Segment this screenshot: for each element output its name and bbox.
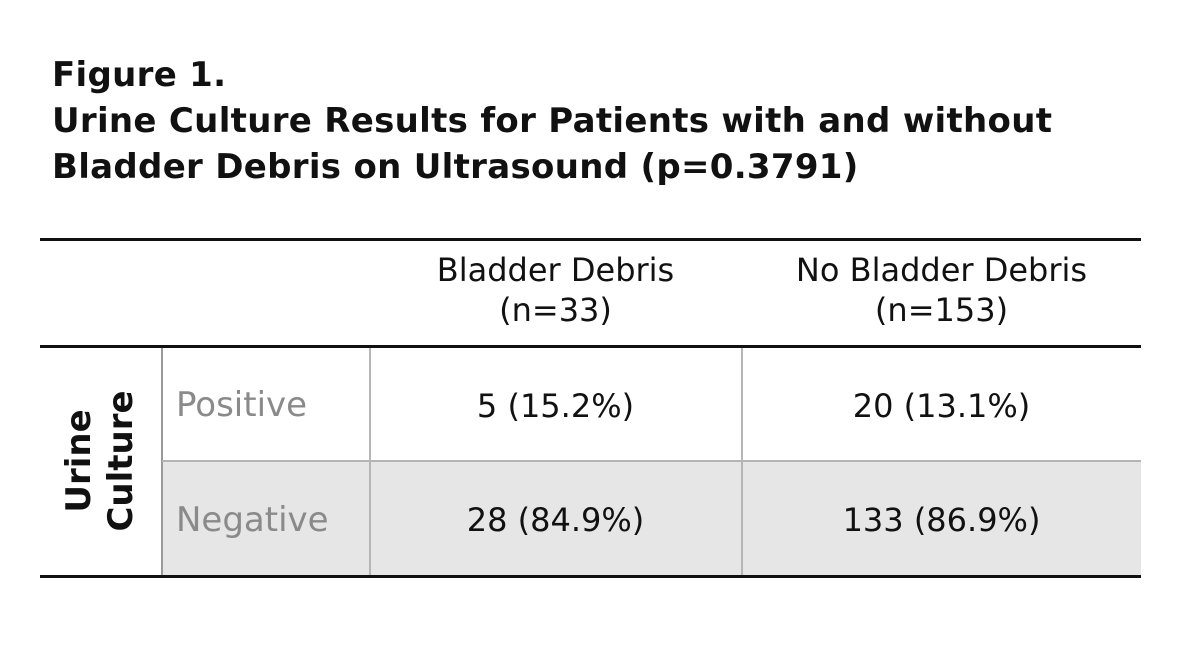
cell-positive-no-bladder-debris: 20 (13.1%) — [852, 387, 1031, 425]
column-header-n: (n=33) — [499, 291, 612, 329]
table-top-rule — [40, 238, 1141, 241]
cell-negative-no-bladder-debris: 133 (86.9%) — [842, 501, 1041, 539]
table-header-rule — [40, 345, 1141, 348]
cell-negative-bladder-debris: 28 (84.9%) — [466, 501, 645, 539]
figure-label: Figure 1. — [52, 55, 227, 95]
row-group-label-line-1: Urine — [59, 409, 99, 513]
column-header-label: No Bladder Debris — [795, 251, 1088, 289]
figure-title: Figure 1. Urine Culture Results for Pati… — [52, 52, 1152, 190]
row-divider — [162, 460, 1141, 462]
figure-title-line-2: Bladder Debris on Ultrasound (p=0.3791) — [52, 147, 859, 187]
column-header-label: Bladder Debris — [436, 251, 675, 289]
figure-title-line-1: Urine Culture Results for Patients with … — [52, 101, 1053, 141]
row-label-positive: Positive — [176, 385, 308, 425]
row-label-negative: Negative — [176, 500, 329, 540]
table-bottom-rule — [40, 575, 1141, 578]
cell-positive-bladder-debris: 5 (15.2%) — [476, 387, 635, 425]
column-header-no-bladder-debris: No Bladder Debris (n=153) — [742, 250, 1141, 340]
shaded-row-background — [162, 462, 1141, 575]
row-group-label-line-2: Culture — [101, 390, 141, 532]
column-header-n: (n=153) — [874, 291, 1009, 329]
column-header-bladder-debris: Bladder Debris (n=33) — [370, 250, 741, 340]
